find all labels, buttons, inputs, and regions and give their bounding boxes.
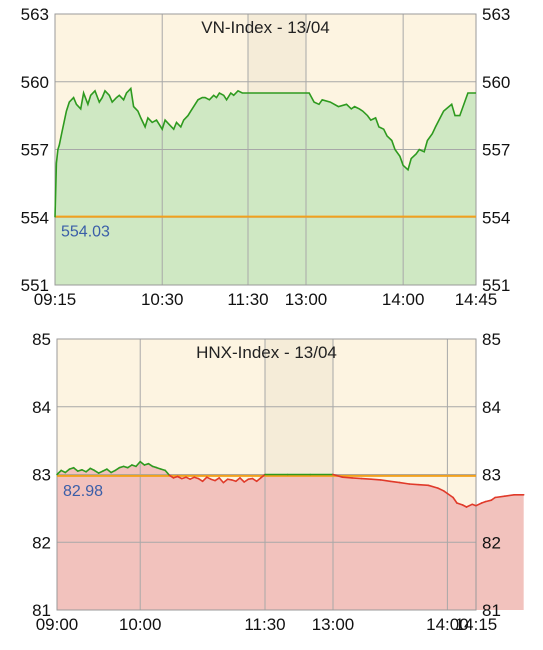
chart2-xtick-5: 14:15 [455, 615, 498, 634]
chart1-xtick-0: 09:15 [34, 290, 77, 309]
chart2-ytick-left-4: 81 [32, 601, 51, 620]
chart2-series-segment [201, 476, 208, 483]
chart2-series-segment [164, 469, 171, 477]
chart1-title: VN-Index - 13/04 [201, 18, 330, 37]
chart2-ytick-left-0: 85 [32, 330, 51, 349]
chart2-series-segment [259, 473, 266, 479]
chart2-series-segment [341, 476, 353, 479]
chart2-ytick-right-1: 84 [482, 398, 501, 417]
chart2-series-segment [251, 477, 258, 483]
chart1-ytick-right-4: 551 [482, 276, 510, 295]
chart1-ytick-left-2: 557 [21, 141, 49, 160]
chart1-xtick-4: 14:00 [382, 290, 425, 309]
chart2-ytick-right-0: 85 [482, 330, 501, 349]
chart2-area-fill [57, 461, 524, 610]
chart2-series-segment [398, 481, 411, 485]
chart2-xtick-1: 10:00 [119, 615, 162, 634]
chart1-area-fill [55, 88, 476, 285]
chart2-series-segment [456, 502, 464, 506]
chart2-series-segment [494, 495, 506, 499]
chart1-xtick-5: 14:45 [455, 290, 498, 309]
chart2-series-segment [126, 464, 133, 469]
chart2-series-segment [370, 478, 382, 481]
chart1-series-line [54, 86, 476, 218]
chart2-series-segment [379, 479, 392, 483]
chart2-reference-label: 82.98 [63, 483, 103, 500]
chart2-series-segment [360, 477, 372, 481]
chart2-series-segment [214, 477, 220, 482]
chart1-ytick-right-2: 557 [482, 141, 510, 160]
chart2-ytick-left-3: 82 [32, 533, 51, 552]
chart2-series-segment [239, 477, 245, 483]
chart2-series-segment [64, 468, 71, 474]
chart1-xtick-3: 13:00 [285, 290, 328, 309]
chart2-ytick-left-2: 83 [32, 466, 51, 485]
chart2-series-segment [135, 460, 141, 468]
chart1-ytick-left-1: 560 [21, 73, 49, 92]
chart2-series-segment [475, 502, 483, 507]
chart2-series-segment [197, 477, 204, 483]
chart1-ytick-left-3: 554 [21, 208, 49, 227]
chart2-series-segment [85, 467, 92, 473]
chart2-xtick-4: 14:00 [426, 615, 469, 634]
chart2-series-segment [332, 473, 344, 479]
chart2-series-segment [147, 462, 154, 468]
chart2-title: HNX-Index - 13/04 [196, 343, 337, 362]
chart2-series-segment [452, 496, 458, 504]
chart1-ytick-left-0: 563 [21, 5, 49, 24]
chart2-series-segment [465, 503, 474, 508]
chart2-series-segment [72, 466, 79, 472]
chart2-series-segment [56, 469, 63, 476]
chart2-series-segment [503, 493, 515, 498]
chart2-ytick-right-3: 82 [482, 533, 501, 552]
chart2-series-segment [106, 468, 112, 474]
chart2-series-segment [222, 478, 229, 484]
chart1-frame [54, 13, 477, 286]
chart2-xtick-2: 11:30 [244, 615, 285, 634]
chart2-series-segment [417, 483, 430, 487]
chart1-ytick-right-1: 560 [482, 73, 510, 92]
chart2-series-segment [93, 469, 100, 474]
chart2-series-segment [114, 466, 121, 472]
chart2-series-segment [235, 477, 241, 483]
chart2-ytick-right-4: 81 [482, 601, 501, 620]
chart2-series-segment [389, 480, 401, 484]
chart1-group [54, 13, 477, 286]
chart1-xtick-2: 11:30 [227, 290, 268, 309]
chart2-ytick-right-2: 83 [482, 466, 501, 485]
chart2-series-segment [446, 492, 454, 499]
chart2-series-segment [484, 499, 493, 503]
chart2-xtick-3: 13:00 [312, 615, 355, 634]
chart1-xtick-1: 10:30 [141, 290, 184, 309]
chart2-series-segment [243, 478, 250, 483]
chart2-series-segment [218, 477, 225, 484]
chart1-reference-label: 554.03 [61, 224, 110, 241]
chart2-xtick-0: 09:00 [36, 615, 79, 634]
chart1-ytick-right-0: 563 [482, 5, 510, 24]
chart2-series-segment [139, 460, 146, 466]
chart2-series-segment [351, 477, 363, 480]
chart2-series-segment [168, 474, 175, 479]
chart1-ytick-left-4: 551 [21, 276, 49, 295]
chart2-series-segment [437, 487, 445, 492]
chart1-ytick-right-3: 554 [482, 208, 510, 227]
chart2-ytick-left-1: 84 [32, 398, 51, 417]
chart2-series-segment [255, 477, 262, 483]
chart2-series-segment [408, 483, 420, 486]
chart2-group [56, 338, 525, 611]
chart2-series-segment [427, 484, 439, 489]
